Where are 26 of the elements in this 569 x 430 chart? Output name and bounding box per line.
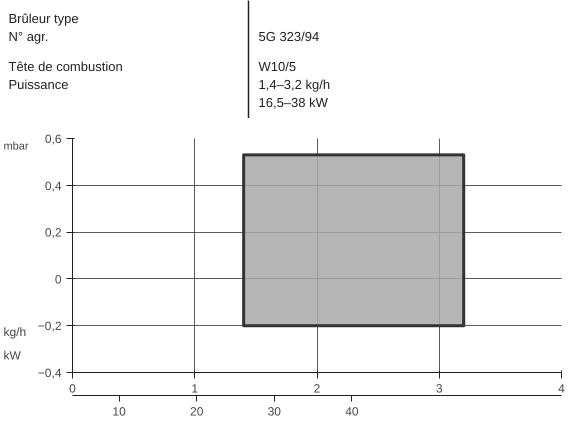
x2-tick-label: 40 <box>345 404 359 418</box>
y-tick-label: −0,4 <box>38 366 62 380</box>
text: Brûleur type <box>8 11 79 26</box>
text: 5G 323/94 <box>258 29 320 44</box>
x2-tick-label: 20 <box>190 404 204 418</box>
y-tick-label: 0 <box>54 272 62 286</box>
y-axis-title: mbar <box>4 140 29 152</box>
x-tick-label: 2 <box>314 382 321 396</box>
x2-tick-label: 10 <box>112 404 126 418</box>
y-tick-label: 0,6 <box>44 132 62 146</box>
text: N° agr. <box>8 29 48 44</box>
text: 16,5–38 kW <box>258 95 329 110</box>
y-tick-label: −0,2 <box>38 319 62 334</box>
text: Puissance <box>8 77 68 92</box>
x-axis-title: kg/h <box>4 324 26 339</box>
x-tick-label: 3 <box>436 382 443 396</box>
x-tick-label: 1 <box>191 382 198 396</box>
x-tick-label: 4 <box>558 382 566 396</box>
text: Tête de combustion <box>8 59 123 74</box>
x2-axis-title: kW <box>4 348 22 362</box>
x-tick-label: 0 <box>69 382 76 396</box>
text: W10/5 <box>258 59 296 74</box>
x2-tick-label: 30 <box>268 404 282 418</box>
text: 1,4–3,2 kg/h <box>258 77 330 92</box>
y-tick-label: 0,4 <box>44 178 62 193</box>
y-tick-label: 0,2 <box>44 226 62 240</box>
